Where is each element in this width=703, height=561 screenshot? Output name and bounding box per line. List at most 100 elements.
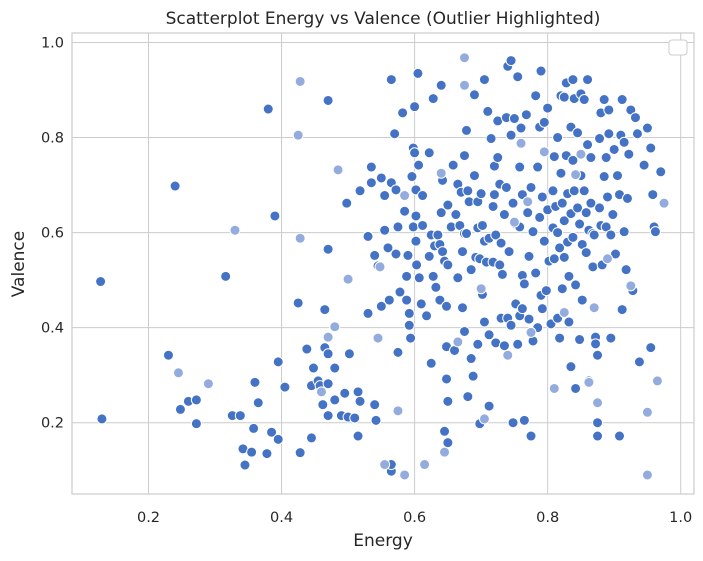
highlighted-data-point (315, 386, 327, 398)
data-point (611, 170, 623, 182)
highlighted-data-point (294, 75, 306, 87)
data-point (623, 148, 635, 160)
data-point (645, 142, 657, 154)
data-point (485, 133, 497, 145)
data-point (354, 185, 366, 197)
highlighted-data-point (458, 52, 470, 64)
data-point (472, 338, 484, 350)
y-tick-label: 0.8 (41, 131, 64, 147)
data-point (319, 304, 331, 316)
highlighted-data-point (342, 273, 354, 285)
data-point (540, 285, 552, 297)
data-point (279, 381, 291, 393)
data-point (343, 348, 355, 360)
data-point (409, 147, 421, 159)
data-point (594, 133, 606, 145)
data-point (390, 184, 402, 196)
data-point (447, 159, 459, 171)
data-point (305, 432, 317, 444)
highlighted-data-point (475, 283, 487, 295)
data-point (548, 253, 560, 265)
data-point (592, 430, 604, 442)
data-point (434, 294, 446, 306)
data-point (572, 127, 584, 139)
data-point (525, 430, 537, 442)
data-point (403, 319, 415, 331)
data-point (605, 229, 617, 241)
data-point (475, 188, 487, 200)
data-point (525, 181, 537, 193)
highlighted-data-point (570, 169, 582, 181)
y-tick-label: 1.0 (41, 36, 64, 52)
data-point (590, 338, 602, 350)
data-point (462, 185, 474, 197)
highlighted-data-point (641, 469, 653, 481)
data-point (578, 94, 590, 106)
data-point (439, 425, 451, 437)
data-point (631, 128, 643, 140)
data-point (490, 229, 502, 241)
data-point (362, 307, 374, 319)
data-point (527, 226, 539, 238)
data-point (649, 226, 661, 238)
data-point (382, 242, 394, 254)
data-point (462, 391, 474, 403)
data-point (390, 248, 402, 260)
data-point (322, 410, 334, 422)
data-point (403, 307, 415, 319)
data-point (417, 190, 429, 202)
data-point (248, 422, 260, 434)
data-point (394, 286, 406, 298)
data-point (600, 152, 612, 164)
data-point (507, 197, 519, 209)
data-point (96, 413, 108, 425)
highlighted-data-point (329, 321, 341, 333)
data-point (570, 382, 582, 394)
data-point (385, 74, 397, 86)
data-point (417, 219, 429, 231)
data-point (392, 346, 404, 358)
data-point (536, 303, 548, 315)
y-tick-label: 0.4 (41, 321, 64, 337)
data-point (454, 219, 466, 231)
data-point (613, 430, 625, 442)
data-point (317, 399, 329, 411)
highlighted-data-point (525, 326, 537, 338)
data-point (389, 128, 401, 140)
data-point (410, 235, 422, 247)
highlighted-data-point (508, 216, 520, 228)
data-point (397, 107, 409, 119)
data-point (572, 202, 584, 214)
data-point (441, 300, 453, 312)
data-point (585, 152, 597, 164)
data-point (407, 221, 419, 233)
data-point (415, 298, 427, 310)
data-point (252, 397, 264, 409)
x-tick-labels: 0.2 0.4 0.6 0.8 1.0 (137, 510, 692, 526)
data-point (633, 356, 645, 368)
data-point (495, 237, 507, 249)
data-point (498, 209, 510, 221)
data-point (190, 418, 202, 430)
highlighted-data-point (379, 459, 391, 471)
data-point (442, 395, 454, 407)
x-tick-label: 0.4 (270, 510, 293, 526)
highlighted-data-point (583, 376, 595, 388)
y-tick-labels: 0.2 0.4 0.6 0.8 1.0 (41, 36, 64, 432)
highlighted-data-point (322, 331, 334, 343)
data-point (641, 122, 653, 134)
data-point (365, 177, 377, 189)
x-tick-label: 0.2 (137, 510, 160, 526)
data-point (379, 190, 391, 202)
data-point (503, 246, 515, 258)
data-point (488, 189, 500, 201)
data-point (620, 264, 632, 276)
data-point (483, 400, 495, 412)
data-point (239, 459, 251, 471)
data-point (402, 249, 414, 261)
data-point (301, 343, 313, 355)
x-axis-label: Energy (353, 531, 413, 551)
data-point (532, 161, 544, 173)
data-point (478, 316, 490, 328)
highlighted-data-point (625, 280, 637, 292)
